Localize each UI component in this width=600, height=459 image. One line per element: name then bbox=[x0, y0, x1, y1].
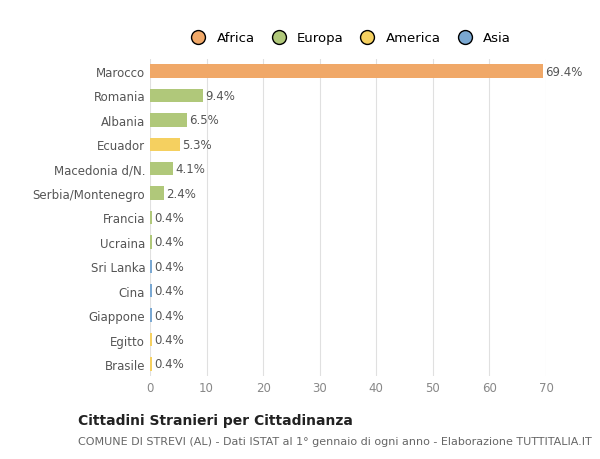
Text: Cittadini Stranieri per Cittadinanza: Cittadini Stranieri per Cittadinanza bbox=[78, 414, 353, 428]
Bar bbox=[150, 114, 187, 127]
Text: 0.4%: 0.4% bbox=[155, 309, 184, 322]
Bar bbox=[150, 333, 152, 347]
Text: 0.4%: 0.4% bbox=[155, 333, 184, 347]
Bar bbox=[150, 211, 152, 225]
Bar bbox=[150, 138, 180, 151]
Legend: Africa, Europa, America, Asia: Africa, Europa, America, Asia bbox=[181, 28, 515, 49]
Bar bbox=[150, 65, 542, 78]
Text: 9.4%: 9.4% bbox=[205, 90, 235, 103]
Text: 2.4%: 2.4% bbox=[166, 187, 196, 200]
Text: 4.1%: 4.1% bbox=[175, 163, 205, 176]
Bar bbox=[150, 235, 152, 249]
Bar bbox=[150, 187, 164, 201]
Text: 0.4%: 0.4% bbox=[155, 212, 184, 224]
Text: 6.5%: 6.5% bbox=[189, 114, 219, 127]
Bar bbox=[150, 260, 152, 274]
Text: 0.4%: 0.4% bbox=[155, 358, 184, 371]
Text: 0.4%: 0.4% bbox=[155, 285, 184, 297]
Text: 0.4%: 0.4% bbox=[155, 236, 184, 249]
Text: 5.3%: 5.3% bbox=[182, 139, 212, 151]
Text: 0.4%: 0.4% bbox=[155, 260, 184, 273]
Text: 69.4%: 69.4% bbox=[545, 65, 582, 78]
Bar bbox=[150, 90, 203, 103]
Bar bbox=[150, 162, 173, 176]
Text: COMUNE DI STREVI (AL) - Dati ISTAT al 1° gennaio di ogni anno - Elaborazione TUT: COMUNE DI STREVI (AL) - Dati ISTAT al 1°… bbox=[78, 436, 592, 446]
Bar bbox=[150, 285, 152, 298]
Bar bbox=[150, 309, 152, 322]
Bar bbox=[150, 358, 152, 371]
